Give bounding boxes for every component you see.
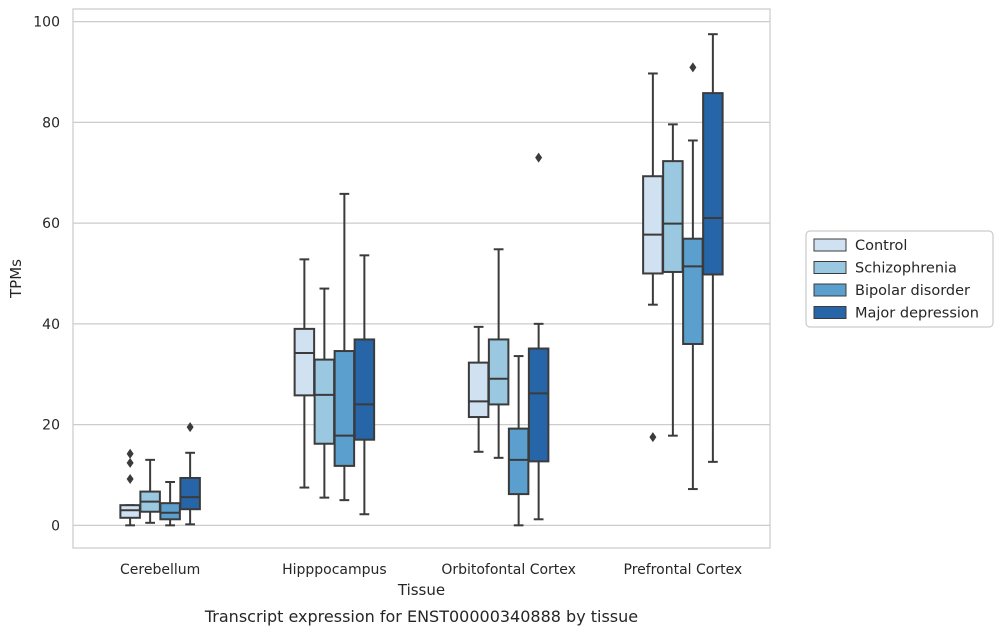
box-schizophrenia bbox=[313, 287, 336, 499]
iqr-box bbox=[293, 327, 316, 397]
iqr-box bbox=[527, 347, 550, 463]
chart-caption: Transcript expression for ENST0000034088… bbox=[204, 607, 638, 626]
iqr-box bbox=[467, 361, 490, 419]
x-tick-label: Cerebellum bbox=[120, 562, 200, 578]
box-bipolar-disorder bbox=[682, 62, 704, 491]
boxes bbox=[119, 33, 724, 527]
box-major-depression bbox=[702, 33, 724, 463]
box-schizophrenia bbox=[662, 123, 684, 437]
iqr-box bbox=[662, 160, 684, 273]
legend-item: Bipolar disorder bbox=[813, 283, 970, 299]
y-tick-label: 100 bbox=[33, 15, 60, 31]
legend-swatch bbox=[813, 283, 847, 297]
legend-swatch bbox=[813, 306, 847, 319]
iqr-box bbox=[682, 237, 704, 345]
box-schizophrenia bbox=[487, 248, 510, 459]
y-tick-label: 40 bbox=[42, 317, 60, 333]
plot-area bbox=[72, 8, 771, 549]
iqr-box bbox=[642, 175, 664, 275]
iqr-box bbox=[507, 427, 530, 496]
box-major-depression bbox=[179, 422, 201, 526]
outlier-point bbox=[126, 473, 134, 484]
y-axis-label: TPMs bbox=[7, 259, 25, 299]
y-tick-label: 20 bbox=[42, 418, 60, 434]
x-tick-label: Hipppocampus bbox=[282, 562, 387, 578]
x-tick-label: Orbitofontal Cortex bbox=[441, 562, 576, 578]
box-schizophrenia bbox=[139, 458, 161, 524]
legend-item: Schizophrenia bbox=[813, 261, 957, 277]
legend-item: Control bbox=[813, 238, 907, 254]
x-tick-label: Prefrontal Cortex bbox=[624, 562, 743, 578]
iqr-box bbox=[313, 358, 336, 445]
box-major-depression bbox=[353, 254, 376, 516]
outlier-point bbox=[649, 432, 657, 443]
x-axis-label: Tissue bbox=[397, 581, 445, 599]
legend-swatch bbox=[813, 238, 847, 252]
y-tick-label: 60 bbox=[42, 216, 60, 232]
iqr-box bbox=[333, 350, 356, 467]
legend-label: Schizophrenia bbox=[855, 261, 957, 277]
outlier-point bbox=[535, 152, 543, 163]
legend: Control Schizophrenia Bipolar disorder Majo… bbox=[805, 230, 994, 328]
iqr-box bbox=[353, 338, 376, 441]
y-tick-labels: 0 20 40 60 80 100 bbox=[33, 15, 60, 535]
iqr-box bbox=[487, 338, 510, 406]
legend-frame bbox=[805, 230, 994, 328]
iqr-box bbox=[119, 504, 141, 519]
outlier-point bbox=[126, 457, 134, 468]
legend-item: Major depression bbox=[813, 306, 979, 322]
iqr-box bbox=[179, 476, 201, 511]
outlier-point bbox=[126, 448, 134, 459]
y-tick-label: 0 bbox=[51, 518, 60, 534]
x-tick-labels: Cerebellum Hipppocampus Orbitofontal Corte… bbox=[120, 562, 742, 578]
legend-label: Major depression bbox=[855, 306, 979, 322]
legend-swatch bbox=[813, 261, 847, 274]
legend-label: Control bbox=[855, 238, 907, 254]
box-major-depression bbox=[527, 152, 550, 521]
legend-label: Bipolar disorder bbox=[855, 283, 970, 299]
outlier-point bbox=[689, 62, 697, 73]
box-bipolar-disorder bbox=[159, 481, 181, 527]
iqr-box bbox=[702, 92, 724, 276]
outlier-point bbox=[186, 422, 194, 433]
iqr-box bbox=[159, 502, 181, 521]
y-tick-label: 80 bbox=[42, 115, 60, 131]
